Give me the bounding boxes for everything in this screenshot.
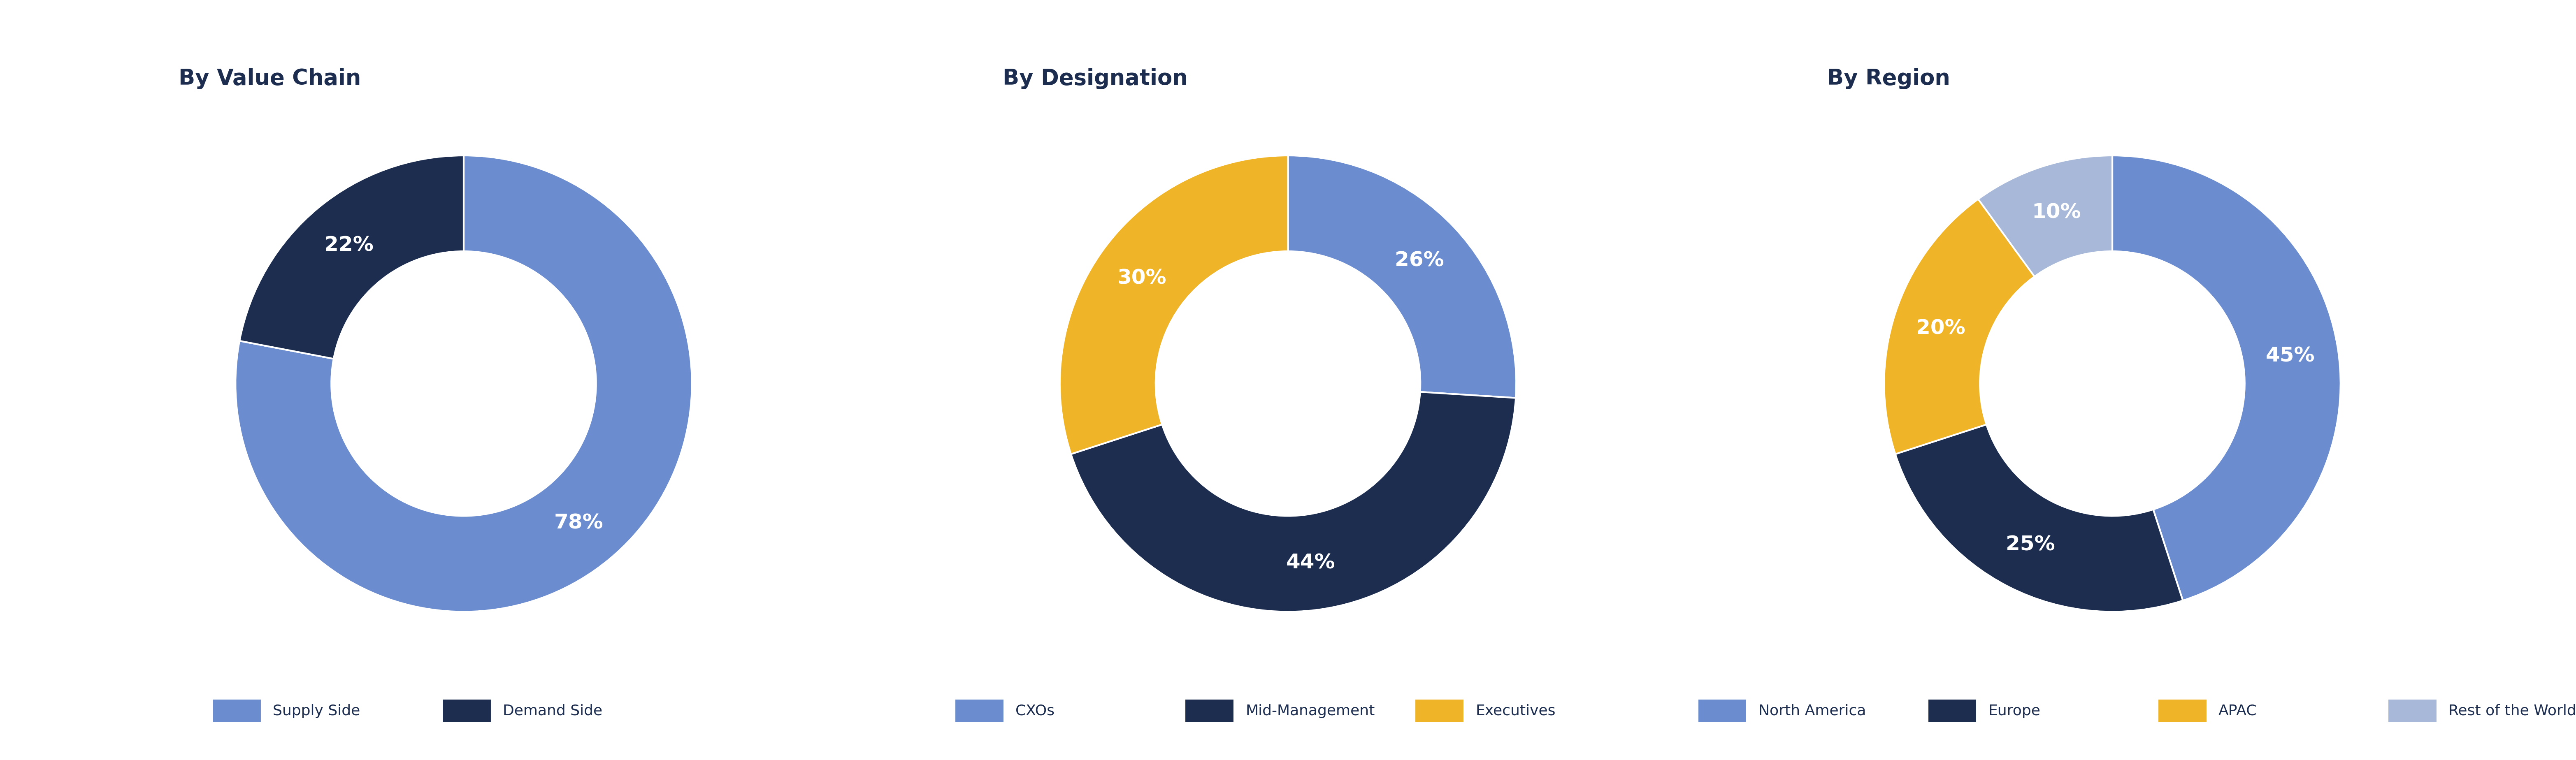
- Text: 30%: 30%: [1118, 268, 1167, 288]
- Bar: [1927, 699, 1976, 722]
- Bar: [211, 699, 260, 722]
- Text: Executives: Executives: [1476, 704, 1556, 717]
- Text: 78%: 78%: [554, 513, 603, 533]
- Text: Primary Sources: Primary Sources: [1177, 47, 1399, 71]
- Text: 25%: 25%: [2007, 534, 2056, 554]
- Wedge shape: [240, 156, 464, 359]
- Text: Rest of the World: Rest of the World: [2447, 704, 2576, 717]
- Text: APAC: APAC: [2218, 704, 2257, 717]
- Bar: [1414, 699, 1463, 722]
- Bar: [1185, 699, 1234, 722]
- Bar: [2388, 699, 2437, 722]
- Text: 26%: 26%: [1394, 251, 1445, 271]
- Text: 22%: 22%: [325, 235, 374, 255]
- Text: Mid-Management: Mid-Management: [1247, 704, 1376, 717]
- Bar: [1698, 699, 1747, 722]
- Wedge shape: [1896, 425, 2182, 612]
- Text: North America: North America: [1759, 704, 1865, 717]
- Wedge shape: [1059, 156, 1288, 454]
- Text: Demand Side: Demand Side: [502, 704, 603, 717]
- Bar: [2159, 699, 2205, 722]
- Text: 45%: 45%: [2267, 346, 2316, 366]
- Text: By Designation: By Designation: [1002, 68, 1188, 89]
- Text: By Region: By Region: [1826, 68, 1950, 89]
- Bar: [443, 699, 492, 722]
- Wedge shape: [1288, 156, 1517, 398]
- Bar: [956, 699, 1005, 722]
- Text: 44%: 44%: [1285, 553, 1334, 572]
- Wedge shape: [2112, 156, 2342, 600]
- Text: CXOs: CXOs: [1015, 704, 1054, 717]
- Wedge shape: [1883, 199, 2035, 454]
- Text: 10%: 10%: [2032, 203, 2081, 223]
- Text: 20%: 20%: [1917, 318, 1965, 338]
- Text: By Value Chain: By Value Chain: [178, 68, 361, 89]
- Text: Supply Side: Supply Side: [273, 704, 361, 717]
- Wedge shape: [1978, 156, 2112, 277]
- Text: Europe: Europe: [1989, 704, 2040, 717]
- Wedge shape: [234, 156, 693, 612]
- Wedge shape: [1072, 392, 1515, 612]
